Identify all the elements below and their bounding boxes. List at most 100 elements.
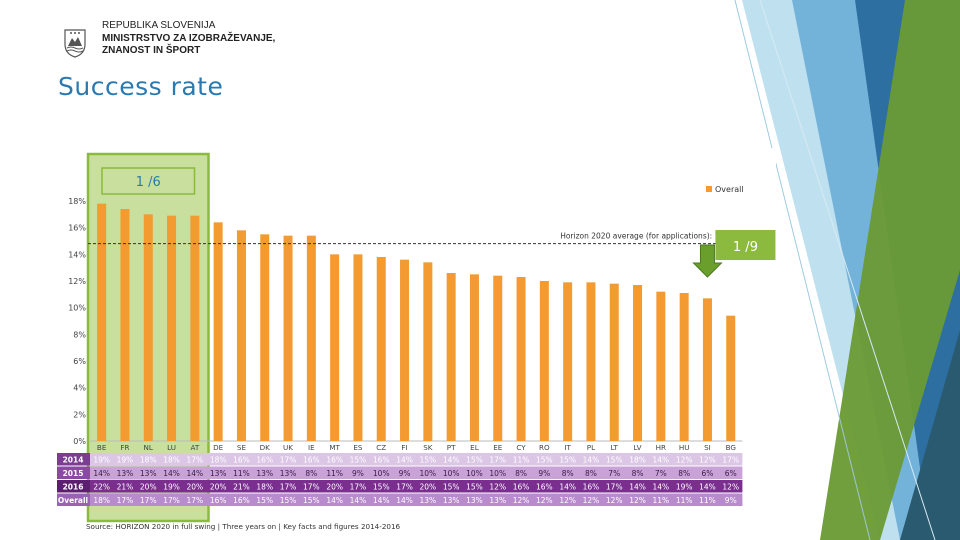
table-cell: 15% — [466, 456, 483, 465]
table-cell: 14% — [396, 496, 413, 505]
table-cell: 13% — [420, 496, 437, 505]
table-cell: 13% — [140, 469, 157, 478]
table-row-label-cell — [57, 493, 90, 506]
bar — [423, 262, 433, 441]
table-cell: 20% — [187, 483, 204, 492]
x-tick-label: UK — [283, 443, 293, 452]
slide-title: Success rate — [58, 72, 224, 101]
table-cell: 16% — [233, 496, 250, 505]
table-cell: 15% — [303, 496, 320, 505]
table-cell: 7% — [655, 469, 667, 478]
x-tick-label: RO — [539, 443, 550, 452]
x-tick-label: CZ — [376, 443, 386, 452]
table-cell: 18% — [210, 456, 227, 465]
bar — [120, 209, 130, 441]
x-tick-label: SE — [237, 443, 247, 452]
table-cell: 17% — [489, 456, 506, 465]
table-cell: 20% — [140, 483, 157, 492]
table-cell: 10% — [489, 469, 506, 478]
table-cell: 9% — [538, 469, 550, 478]
x-tick-label: PT — [447, 443, 456, 452]
bar — [236, 230, 246, 441]
table-cell: 12% — [722, 483, 739, 492]
x-tick-label: BG — [726, 443, 736, 452]
table-cell: 11% — [326, 469, 343, 478]
x-tick-label: PL — [587, 443, 595, 452]
table-cell: 20% — [326, 483, 343, 492]
bar — [539, 281, 549, 441]
table-cell: 14% — [326, 496, 343, 505]
bar — [679, 293, 689, 441]
y-tick-label: 6% — [73, 357, 86, 366]
table-cell: 13% — [489, 496, 506, 505]
table-cell: 17% — [350, 483, 367, 492]
table-cell: 12% — [536, 496, 553, 505]
legend-swatch — [706, 186, 712, 192]
table-cell: 13% — [443, 496, 460, 505]
table-cell: 21% — [117, 483, 134, 492]
bar — [609, 283, 619, 441]
table-cell: 12% — [699, 456, 716, 465]
x-tick-label: HR — [656, 443, 666, 452]
table-cell: 19% — [117, 456, 134, 465]
table-cell: 14% — [583, 456, 600, 465]
table-row-label-cell — [57, 480, 90, 493]
table-cell: 14% — [187, 469, 204, 478]
y-tick-label: 18% — [68, 197, 86, 206]
bar — [702, 298, 712, 441]
x-tick-label: ES — [353, 443, 363, 452]
table-cell: 22% — [93, 483, 110, 492]
x-tick-label: DK — [260, 443, 271, 452]
table-row-label: 2014 — [63, 456, 84, 465]
table-cell: 11% — [653, 496, 670, 505]
table-cell: 13% — [280, 469, 297, 478]
x-tick-label: SI — [704, 443, 711, 452]
x-tick-label: FI — [401, 443, 407, 452]
bar — [446, 273, 456, 441]
x-tick-label: DE — [213, 443, 224, 452]
table-cell: 18% — [256, 483, 273, 492]
bar — [260, 234, 270, 441]
x-tick-label: LV — [633, 443, 641, 452]
bar — [330, 254, 340, 441]
x-tick-label: HU — [679, 443, 690, 452]
table-cell: 15% — [350, 456, 367, 465]
callout-left-label: 1 /6 — [136, 175, 161, 190]
table-cell: 15% — [606, 456, 623, 465]
table-cell: 17% — [722, 456, 739, 465]
bar — [586, 282, 596, 441]
callout-left-box — [101, 167, 196, 195]
table-cell: 16% — [583, 483, 600, 492]
coat-of-arms-icon — [64, 29, 86, 58]
average-label: Horizon 2020 average (for applications):… — [560, 232, 738, 241]
table-cell: 17% — [140, 496, 157, 505]
table-row-label: 2015 — [63, 469, 84, 478]
ministry-line-3: ZNANOST IN ŠPORT — [102, 45, 201, 56]
y-tick-label: 16% — [68, 224, 86, 233]
table-cell: 16% — [233, 456, 250, 465]
table-cell: 14% — [373, 496, 390, 505]
table-row-background — [90, 493, 743, 506]
table-cell: 20% — [420, 483, 437, 492]
y-tick-label: 0% — [73, 437, 86, 446]
table-cell: 14% — [396, 456, 413, 465]
bar — [563, 282, 573, 441]
table-cell: 10% — [373, 469, 390, 478]
table-cell: 12% — [606, 496, 623, 505]
bar — [353, 254, 363, 441]
table-cell: 16% — [373, 456, 390, 465]
bar — [190, 215, 200, 441]
table-cell: 15% — [443, 483, 460, 492]
table-cell: 11% — [233, 469, 250, 478]
table-cell: 14% — [559, 483, 576, 492]
x-tick-label: LT — [611, 443, 619, 452]
ministry-line-2: MINISTRSTVO ZA IZOBRAŽEVANJE, — [102, 32, 276, 44]
bar — [97, 203, 107, 441]
x-tick-label: IT — [564, 443, 571, 452]
table-cell: 12% — [583, 496, 600, 505]
table-row-label: Overall — [58, 496, 88, 505]
y-tick-label: 2% — [73, 410, 86, 419]
table-cell: 14% — [629, 483, 646, 492]
y-tick-label: 12% — [68, 277, 86, 286]
y-tick-label: 8% — [73, 330, 86, 339]
